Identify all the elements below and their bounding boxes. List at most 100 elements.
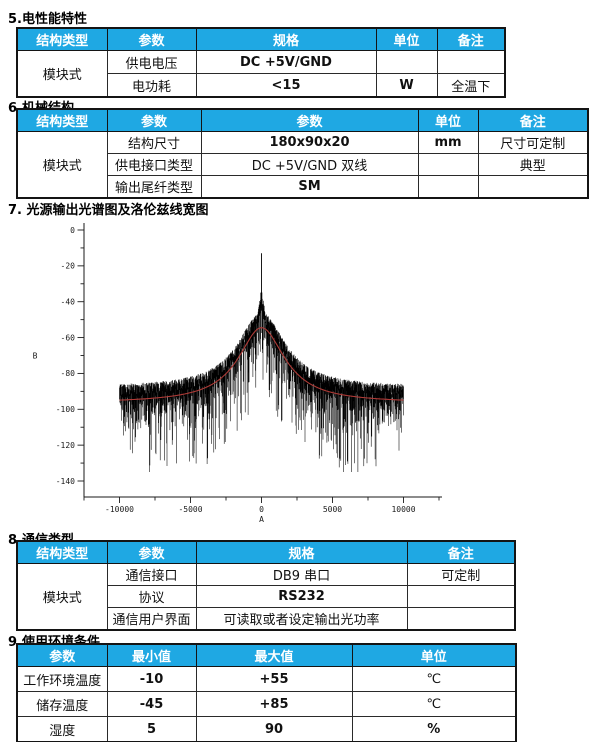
section-heading-spectrum: 7. 光源输出光谱图及洛伦兹线宽图 bbox=[8, 203, 209, 218]
column-header: 参数 bbox=[106, 27, 197, 51]
table-row: 储存温度 -45 +85 ℃ bbox=[16, 691, 517, 717]
table-row: 输出尾纤类型 SM bbox=[17, 175, 589, 199]
electrical-table: 结构类型 参数 规格 单位 备注 模块式 供电电压 DC +5V/GND 电功耗 <15 W 全温下 bbox=[16, 27, 506, 98]
y-ticks: 0 -20 -40 -60 -80 -100 -120 -140 bbox=[56, 226, 84, 486]
communication-table: 结构类型 参数 规格 备注 模块式 通信接口 DB9 串口 可定制 协议 RS232 通信用户界面可… bbox=[16, 540, 516, 631]
column-header: 规格 bbox=[195, 27, 377, 51]
table-cell bbox=[417, 153, 479, 176]
mechanical-table: 结构类型 参数 参数 单位 备注 模块式 结构尺寸 180x90x20 mm 尺寸可定制 供电接口类… bbox=[16, 108, 589, 199]
column-header: 单位 bbox=[351, 643, 517, 667]
table-cell: RS232 bbox=[195, 585, 408, 608]
table-row: 模块式 供电电压 DC +5V/GND bbox=[16, 50, 506, 98]
environment-table: 参数 最小值 最大值 单位 工作环境温度 -10 +55 ℃ 储存温度 -45 +85 ℃ 湿度 5 90% bbox=[16, 643, 517, 742]
table-cell bbox=[417, 175, 479, 199]
table-cell: ℃ bbox=[351, 691, 517, 717]
table-cell bbox=[406, 607, 516, 631]
table-row: 电功耗 <15 W 全温下 bbox=[17, 73, 506, 98]
section-heading-electrical: 5.电性能特性 bbox=[8, 12, 87, 27]
group-cell: 模块式 bbox=[16, 131, 108, 199]
table-cell: 可读取或者设定输出光功率 bbox=[195, 607, 408, 631]
x-tick-label: 5000 bbox=[323, 505, 342, 514]
axes bbox=[83, 223, 442, 498]
table-cell bbox=[477, 175, 589, 199]
lorentzian-fit-curve bbox=[119, 327, 404, 401]
y-tick-label: 0 bbox=[70, 226, 75, 235]
x-tick-label: 0 bbox=[259, 505, 264, 514]
table-cell: 供电电压 bbox=[106, 50, 197, 74]
column-header: 结构类型 bbox=[16, 27, 108, 51]
table-row: 湿度 5 90% bbox=[16, 716, 517, 742]
table-cell: 湿度 bbox=[16, 716, 108, 742]
column-header: 参数 bbox=[16, 643, 108, 667]
y-tick-label: -20 bbox=[61, 262, 76, 271]
table-cell: 可定制 bbox=[406, 563, 516, 586]
group-cell: 模块式 bbox=[16, 50, 108, 98]
table-cell: 结构尺寸 bbox=[106, 131, 202, 154]
spectrum-noise-series bbox=[119, 291, 404, 472]
column-header: 单位 bbox=[375, 27, 438, 51]
spectrum-chart-svg: 0 -20 -40 -60 -80 -100 -120 -140 -10000 -5000 0 500… bbox=[33, 223, 442, 524]
table-cell: DB9 串口 bbox=[195, 563, 408, 586]
y-tick-label: -100 bbox=[56, 405, 75, 414]
table-row: 供电接口类型 DC +5V/GND 双线 典型 bbox=[17, 153, 589, 176]
column-header: 参数 bbox=[106, 108, 202, 132]
table-cell: DC +5V/GND 双线 bbox=[200, 153, 419, 176]
table-cell: mm bbox=[417, 131, 479, 154]
column-header: 规格 bbox=[195, 540, 408, 564]
table-cell: 180x90x20 bbox=[200, 131, 419, 154]
table-cell: DC +5V/GND bbox=[195, 50, 377, 74]
y-axis-label: B bbox=[33, 352, 38, 361]
table-cell: ℃ bbox=[351, 666, 517, 692]
table-cell: 电功耗 bbox=[106, 73, 197, 98]
y-tick-label: -40 bbox=[61, 298, 76, 307]
table-cell: 通信接口 bbox=[106, 563, 197, 586]
y-tick-label: -140 bbox=[56, 477, 75, 486]
table-row: 通信用户界面 可读取或者设定输出光功率 bbox=[17, 607, 516, 631]
table-cell: SM bbox=[200, 175, 419, 199]
table-cell: +85 bbox=[195, 691, 353, 717]
table-cell bbox=[436, 50, 506, 74]
x-tick-label: -10000 bbox=[105, 505, 134, 514]
table-cell: 工作环境温度 bbox=[16, 666, 108, 692]
column-header: 结构类型 bbox=[16, 540, 108, 564]
table-cell: 尺寸可定制 bbox=[477, 131, 589, 154]
column-header: 最大值 bbox=[195, 643, 353, 667]
column-header: 参数 bbox=[106, 540, 197, 564]
table-cell: 90 bbox=[195, 716, 353, 742]
x-axis-label: A bbox=[259, 515, 264, 524]
column-header: 结构类型 bbox=[16, 108, 108, 132]
y-tick-label: -120 bbox=[56, 441, 75, 450]
table-cell: W bbox=[375, 73, 438, 98]
table-row: 协议 RS232 bbox=[17, 585, 516, 608]
table-cell: 典型 bbox=[477, 153, 589, 176]
column-header: 参数 bbox=[200, 108, 419, 132]
table-cell: -10 bbox=[106, 666, 197, 692]
table-cell: +55 bbox=[195, 666, 353, 692]
table-row: 模块式 通信接口 DB9 串口 可定制 bbox=[16, 563, 516, 631]
table-cell: 储存温度 bbox=[16, 691, 108, 717]
column-header: 备注 bbox=[436, 27, 506, 51]
table-cell: 输出尾纤类型 bbox=[106, 175, 202, 199]
table-cell: % bbox=[351, 716, 517, 742]
table-cell bbox=[406, 585, 516, 608]
column-header: 备注 bbox=[406, 540, 516, 564]
y-tick-label: -60 bbox=[61, 333, 76, 342]
column-header: 最小值 bbox=[106, 643, 197, 667]
table-cell bbox=[375, 50, 438, 74]
table-cell: 通信用户界面 bbox=[106, 607, 197, 631]
table-cell: 全温下 bbox=[436, 73, 506, 98]
x-tick-label: 10000 bbox=[391, 505, 415, 514]
table-row: 模块式 结构尺寸 180x90x20 mm 尺寸可定制 bbox=[16, 131, 589, 199]
table-row: 工作环境温度 -10 +55 ℃ bbox=[16, 666, 517, 692]
x-tick-label: -5000 bbox=[178, 505, 202, 514]
x-ticks: -10000 -5000 0 5000 10000 bbox=[83, 497, 440, 514]
spectrum-chart: 0 -20 -40 -60 -80 -100 -120 -140 -10000 -5000 0 500… bbox=[26, 220, 510, 528]
table-cell: 协议 bbox=[106, 585, 197, 608]
table-cell: -45 bbox=[106, 691, 197, 717]
column-header: 备注 bbox=[477, 108, 589, 132]
table-cell: 5 bbox=[106, 716, 197, 742]
table-cell: 供电接口类型 bbox=[106, 153, 202, 176]
table-cell: <15 bbox=[195, 73, 377, 98]
group-cell: 模块式 bbox=[16, 563, 108, 631]
